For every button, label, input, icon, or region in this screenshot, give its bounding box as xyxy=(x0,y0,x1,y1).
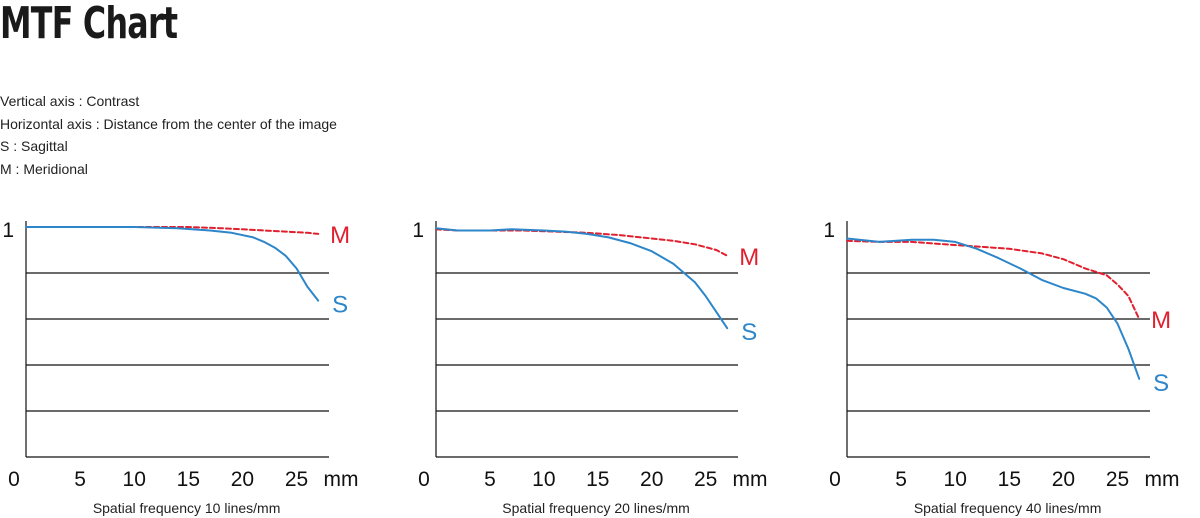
x-tick-label: 15 xyxy=(998,468,1021,491)
sagittal-label: S xyxy=(741,319,757,346)
meridional-label: M xyxy=(1151,307,1171,334)
page-title: MTF Chart xyxy=(0,0,178,49)
x-tick-label: 5 xyxy=(484,468,496,491)
sagittal-label: S xyxy=(332,292,348,319)
chart-caption: Spatial frequency 40 lines/mm xyxy=(914,500,1102,516)
sagittal-label: S xyxy=(1153,370,1169,397)
axis-legend: Vertical axis : Contrast Horizontal axis… xyxy=(0,90,337,180)
sagittal-line xyxy=(25,226,320,302)
x-tick-label: 20 xyxy=(640,468,663,491)
x-tick-label: 25 xyxy=(1106,468,1129,491)
chart-caption: Spatial frequency 20 lines/mm xyxy=(502,500,690,516)
x-unit-label: mm xyxy=(324,468,359,491)
meridional-label: M xyxy=(739,244,759,271)
x-tick-label: 0 xyxy=(829,468,841,491)
y-tick-label: 1 xyxy=(2,219,14,242)
x-tick-label: 20 xyxy=(231,468,254,491)
x-tick-label: 10 xyxy=(123,468,146,491)
meridional-line xyxy=(846,239,1141,320)
y-tick-label: 1 xyxy=(412,219,424,242)
x-tick-label: 25 xyxy=(694,468,717,491)
sagittal-line xyxy=(435,227,729,330)
x-tick-label: 10 xyxy=(944,468,967,491)
x-tick-label: 20 xyxy=(1052,468,1075,491)
x-tick-label: 0 xyxy=(8,468,20,491)
x-tick-label: 5 xyxy=(895,468,907,491)
meridional-label: M xyxy=(330,222,350,249)
x-tick-label: 25 xyxy=(285,468,308,491)
chart-caption: Spatial frequency 10 lines/mm xyxy=(93,500,281,516)
x-tick-label: 0 xyxy=(418,468,430,491)
x-tick-label: 15 xyxy=(177,468,200,491)
x-unit-label: mm xyxy=(733,468,768,491)
x-tick-label: 10 xyxy=(532,468,555,491)
x-tick-label: 5 xyxy=(74,468,86,491)
x-unit-label: mm xyxy=(1145,468,1180,491)
legend-meridional: M : Meridional xyxy=(0,160,88,177)
y-tick-label: 1 xyxy=(823,219,835,242)
sagittal-line xyxy=(846,237,1141,380)
legend-horizontal-axis: Horizontal axis : Distance from the cent… xyxy=(0,115,337,132)
legend-vertical-axis: Vertical axis : Contrast xyxy=(0,93,140,109)
legend-sagittal: S : Sagittal xyxy=(0,138,68,154)
x-tick-label: 15 xyxy=(586,468,609,491)
